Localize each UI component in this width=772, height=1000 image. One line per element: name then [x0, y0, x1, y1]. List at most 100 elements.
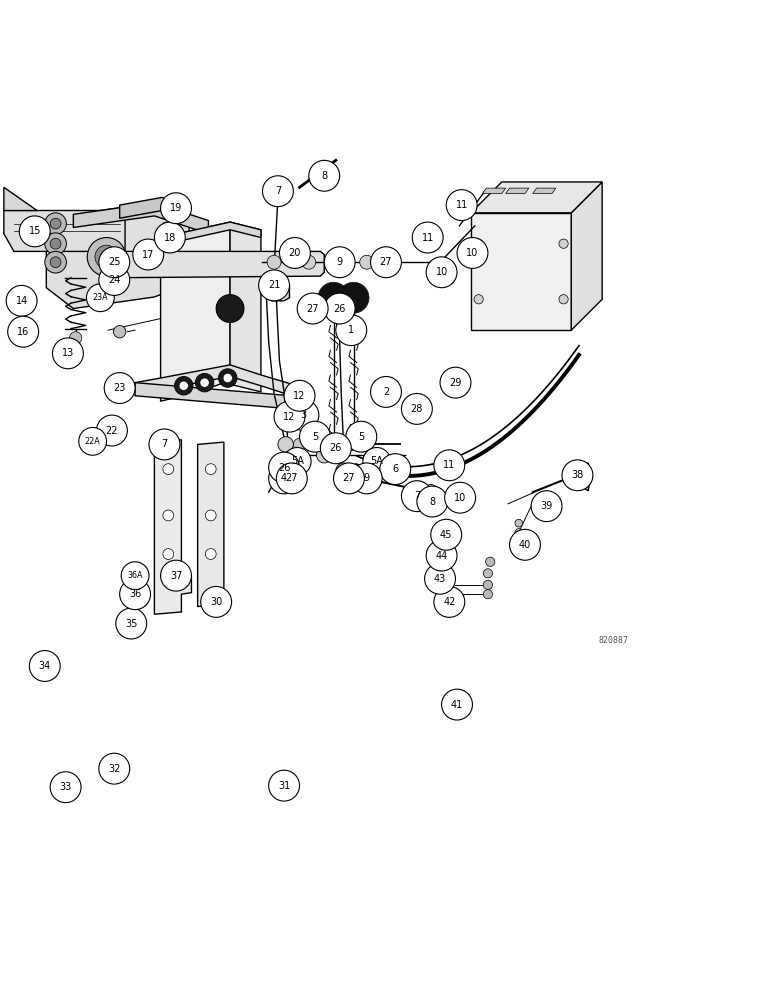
- Circle shape: [425, 563, 455, 594]
- Circle shape: [474, 295, 483, 304]
- Circle shape: [515, 519, 523, 527]
- Text: 39: 39: [540, 501, 553, 511]
- Circle shape: [216, 295, 244, 322]
- Circle shape: [515, 529, 523, 536]
- Text: 42: 42: [443, 597, 455, 607]
- Text: 5: 5: [358, 432, 364, 442]
- Circle shape: [205, 549, 216, 559]
- Text: 27: 27: [343, 473, 355, 483]
- Circle shape: [8, 316, 39, 347]
- Circle shape: [50, 238, 61, 249]
- Text: 9: 9: [337, 257, 343, 267]
- Circle shape: [297, 293, 328, 324]
- Circle shape: [338, 282, 369, 313]
- Circle shape: [445, 482, 476, 513]
- Circle shape: [412, 222, 443, 253]
- Text: 8: 8: [321, 171, 327, 181]
- Circle shape: [45, 213, 66, 234]
- Text: 27: 27: [286, 473, 298, 483]
- Circle shape: [133, 239, 164, 270]
- Circle shape: [45, 233, 66, 255]
- Polygon shape: [154, 440, 191, 614]
- Circle shape: [163, 464, 174, 475]
- Circle shape: [6, 285, 37, 316]
- Circle shape: [113, 326, 126, 338]
- Polygon shape: [571, 182, 602, 330]
- Circle shape: [161, 193, 191, 224]
- Circle shape: [345, 438, 357, 451]
- Text: 43: 43: [434, 574, 446, 584]
- Text: 36A: 36A: [127, 571, 143, 580]
- Circle shape: [426, 540, 457, 571]
- Text: 27: 27: [306, 304, 319, 314]
- Circle shape: [262, 176, 293, 207]
- Circle shape: [417, 486, 448, 517]
- Polygon shape: [506, 188, 529, 194]
- Circle shape: [179, 381, 188, 390]
- Text: 28: 28: [411, 404, 423, 414]
- Text: 14: 14: [15, 296, 28, 306]
- Circle shape: [336, 463, 351, 478]
- Text: 18: 18: [164, 233, 176, 243]
- Text: 34: 34: [39, 661, 51, 671]
- Circle shape: [371, 247, 401, 278]
- Circle shape: [19, 216, 50, 247]
- Circle shape: [205, 510, 216, 521]
- Circle shape: [559, 239, 568, 248]
- Text: 10: 10: [454, 493, 466, 503]
- Text: 22A: 22A: [85, 437, 100, 446]
- Circle shape: [96, 415, 127, 446]
- Circle shape: [99, 265, 130, 295]
- Text: 29: 29: [449, 378, 462, 388]
- Circle shape: [332, 438, 344, 451]
- Text: 24: 24: [108, 275, 120, 285]
- Text: 21: 21: [268, 280, 280, 290]
- Circle shape: [50, 772, 81, 803]
- Circle shape: [161, 560, 191, 591]
- Polygon shape: [471, 182, 602, 213]
- Circle shape: [318, 282, 349, 313]
- Circle shape: [86, 284, 114, 312]
- Circle shape: [276, 463, 307, 494]
- Circle shape: [279, 238, 310, 268]
- Circle shape: [278, 437, 293, 452]
- Circle shape: [401, 393, 432, 424]
- Text: 17: 17: [142, 250, 154, 260]
- Circle shape: [121, 562, 149, 590]
- Circle shape: [336, 315, 367, 346]
- Circle shape: [562, 460, 593, 491]
- Text: 15: 15: [29, 226, 41, 236]
- Text: 11: 11: [422, 233, 434, 243]
- Circle shape: [571, 471, 584, 483]
- Text: 6: 6: [392, 464, 398, 474]
- Text: 38: 38: [571, 470, 584, 480]
- Circle shape: [426, 257, 457, 288]
- Circle shape: [269, 452, 300, 483]
- Text: 30: 30: [210, 597, 222, 607]
- Text: 5: 5: [312, 432, 318, 442]
- Text: 5A: 5A: [371, 456, 383, 466]
- Circle shape: [446, 190, 477, 221]
- Circle shape: [483, 569, 493, 578]
- Circle shape: [483, 580, 493, 590]
- Polygon shape: [73, 203, 208, 234]
- Circle shape: [267, 255, 281, 269]
- Circle shape: [333, 255, 347, 269]
- Circle shape: [274, 401, 305, 432]
- Circle shape: [284, 380, 315, 411]
- Circle shape: [69, 332, 82, 344]
- Polygon shape: [161, 222, 261, 245]
- Text: 26: 26: [330, 443, 342, 453]
- Circle shape: [293, 438, 306, 451]
- Circle shape: [302, 255, 316, 269]
- Circle shape: [149, 429, 180, 460]
- Circle shape: [306, 438, 319, 451]
- Polygon shape: [4, 211, 125, 251]
- Text: 16: 16: [17, 327, 29, 337]
- Circle shape: [346, 421, 377, 452]
- Text: 20: 20: [289, 248, 301, 258]
- Circle shape: [259, 270, 290, 301]
- Text: 36: 36: [129, 589, 141, 599]
- Text: 13: 13: [62, 348, 74, 358]
- Text: 2: 2: [383, 387, 389, 397]
